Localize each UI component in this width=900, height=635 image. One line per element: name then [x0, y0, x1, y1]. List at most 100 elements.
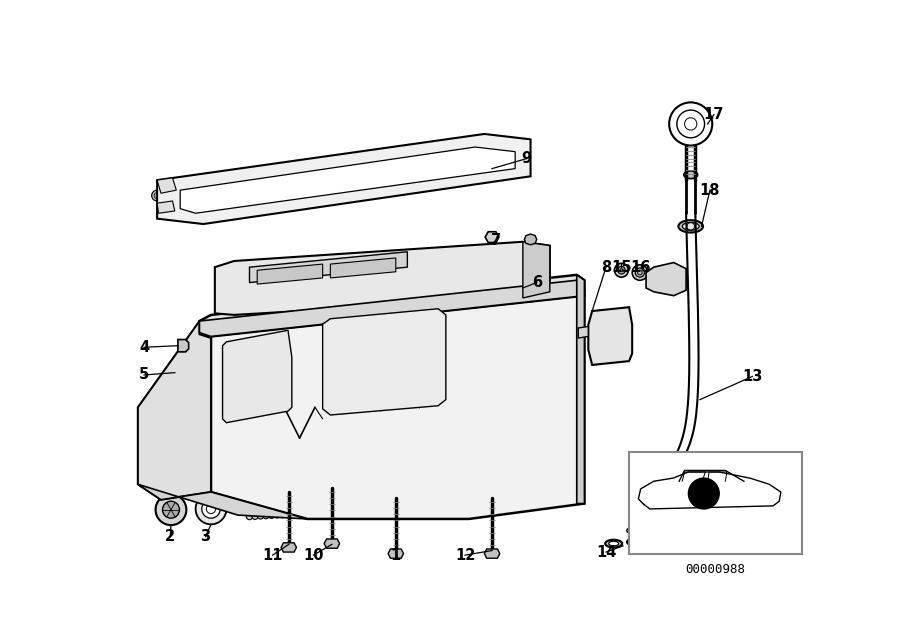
Circle shape: [202, 199, 213, 211]
Circle shape: [471, 166, 482, 178]
Circle shape: [156, 494, 186, 525]
Polygon shape: [200, 280, 584, 337]
Circle shape: [202, 500, 220, 518]
Circle shape: [384, 505, 391, 511]
Circle shape: [368, 506, 373, 512]
Text: 16: 16: [631, 260, 651, 275]
Circle shape: [428, 503, 435, 509]
Circle shape: [615, 264, 628, 277]
Polygon shape: [138, 485, 307, 519]
Circle shape: [307, 510, 313, 516]
Circle shape: [501, 141, 513, 153]
Circle shape: [439, 502, 446, 508]
Circle shape: [412, 504, 418, 510]
Circle shape: [227, 181, 234, 188]
Circle shape: [462, 500, 468, 507]
Circle shape: [229, 196, 240, 208]
Polygon shape: [215, 242, 550, 315]
Polygon shape: [158, 134, 530, 224]
Circle shape: [635, 268, 644, 277]
Text: 1: 1: [391, 547, 401, 563]
Circle shape: [256, 468, 281, 493]
Circle shape: [256, 193, 266, 204]
Circle shape: [274, 512, 280, 518]
Circle shape: [472, 500, 479, 506]
Circle shape: [479, 147, 486, 154]
Circle shape: [356, 507, 363, 513]
Circle shape: [257, 195, 265, 202]
Circle shape: [301, 466, 322, 488]
Circle shape: [202, 184, 209, 191]
Polygon shape: [330, 258, 396, 278]
Ellipse shape: [626, 539, 637, 545]
Circle shape: [250, 175, 262, 187]
Circle shape: [305, 471, 318, 483]
Circle shape: [454, 150, 461, 157]
Circle shape: [450, 501, 456, 507]
Circle shape: [284, 192, 292, 199]
Text: 10: 10: [303, 547, 324, 563]
Circle shape: [277, 174, 284, 181]
Circle shape: [338, 185, 346, 192]
Circle shape: [418, 504, 424, 509]
Circle shape: [310, 186, 320, 197]
Circle shape: [392, 178, 400, 185]
Bar: [629, 452, 802, 554]
Ellipse shape: [562, 351, 576, 371]
Circle shape: [252, 177, 259, 184]
Polygon shape: [322, 309, 446, 415]
Polygon shape: [257, 264, 322, 284]
Circle shape: [362, 507, 368, 513]
Circle shape: [427, 151, 437, 163]
Circle shape: [171, 199, 177, 205]
Circle shape: [154, 192, 160, 199]
Polygon shape: [523, 242, 550, 298]
Polygon shape: [211, 296, 584, 519]
Text: 9: 9: [522, 151, 532, 166]
Ellipse shape: [626, 528, 637, 533]
Circle shape: [445, 502, 451, 508]
Circle shape: [329, 509, 336, 515]
Circle shape: [225, 367, 258, 401]
Circle shape: [379, 505, 385, 512]
Polygon shape: [579, 326, 589, 338]
Polygon shape: [158, 178, 176, 193]
Text: 13: 13: [742, 369, 762, 384]
Circle shape: [401, 155, 412, 166]
Ellipse shape: [679, 220, 703, 232]
Circle shape: [285, 511, 292, 518]
Circle shape: [617, 267, 626, 274]
Circle shape: [302, 511, 308, 516]
Circle shape: [324, 509, 329, 515]
Circle shape: [267, 367, 285, 385]
Text: 7: 7: [491, 232, 501, 248]
Circle shape: [175, 203, 186, 215]
Circle shape: [152, 190, 163, 201]
Circle shape: [168, 196, 179, 207]
Circle shape: [268, 512, 274, 518]
Circle shape: [378, 161, 385, 168]
Text: 00000988: 00000988: [686, 563, 745, 576]
Circle shape: [257, 513, 264, 519]
Circle shape: [176, 205, 184, 212]
Text: 18: 18: [699, 183, 720, 197]
Polygon shape: [138, 321, 211, 500]
Circle shape: [176, 187, 184, 194]
Circle shape: [365, 182, 373, 189]
Text: 8: 8: [601, 260, 611, 275]
Circle shape: [688, 478, 719, 509]
Circle shape: [483, 499, 490, 505]
Circle shape: [247, 514, 253, 519]
Circle shape: [311, 189, 319, 196]
Circle shape: [301, 168, 311, 180]
Text: 14: 14: [596, 545, 617, 559]
Circle shape: [446, 172, 454, 178]
Circle shape: [302, 171, 310, 178]
Polygon shape: [646, 262, 686, 296]
Circle shape: [620, 269, 623, 272]
Polygon shape: [589, 307, 632, 365]
Polygon shape: [200, 275, 584, 338]
Circle shape: [403, 157, 410, 164]
Circle shape: [351, 161, 362, 173]
Circle shape: [346, 507, 352, 514]
